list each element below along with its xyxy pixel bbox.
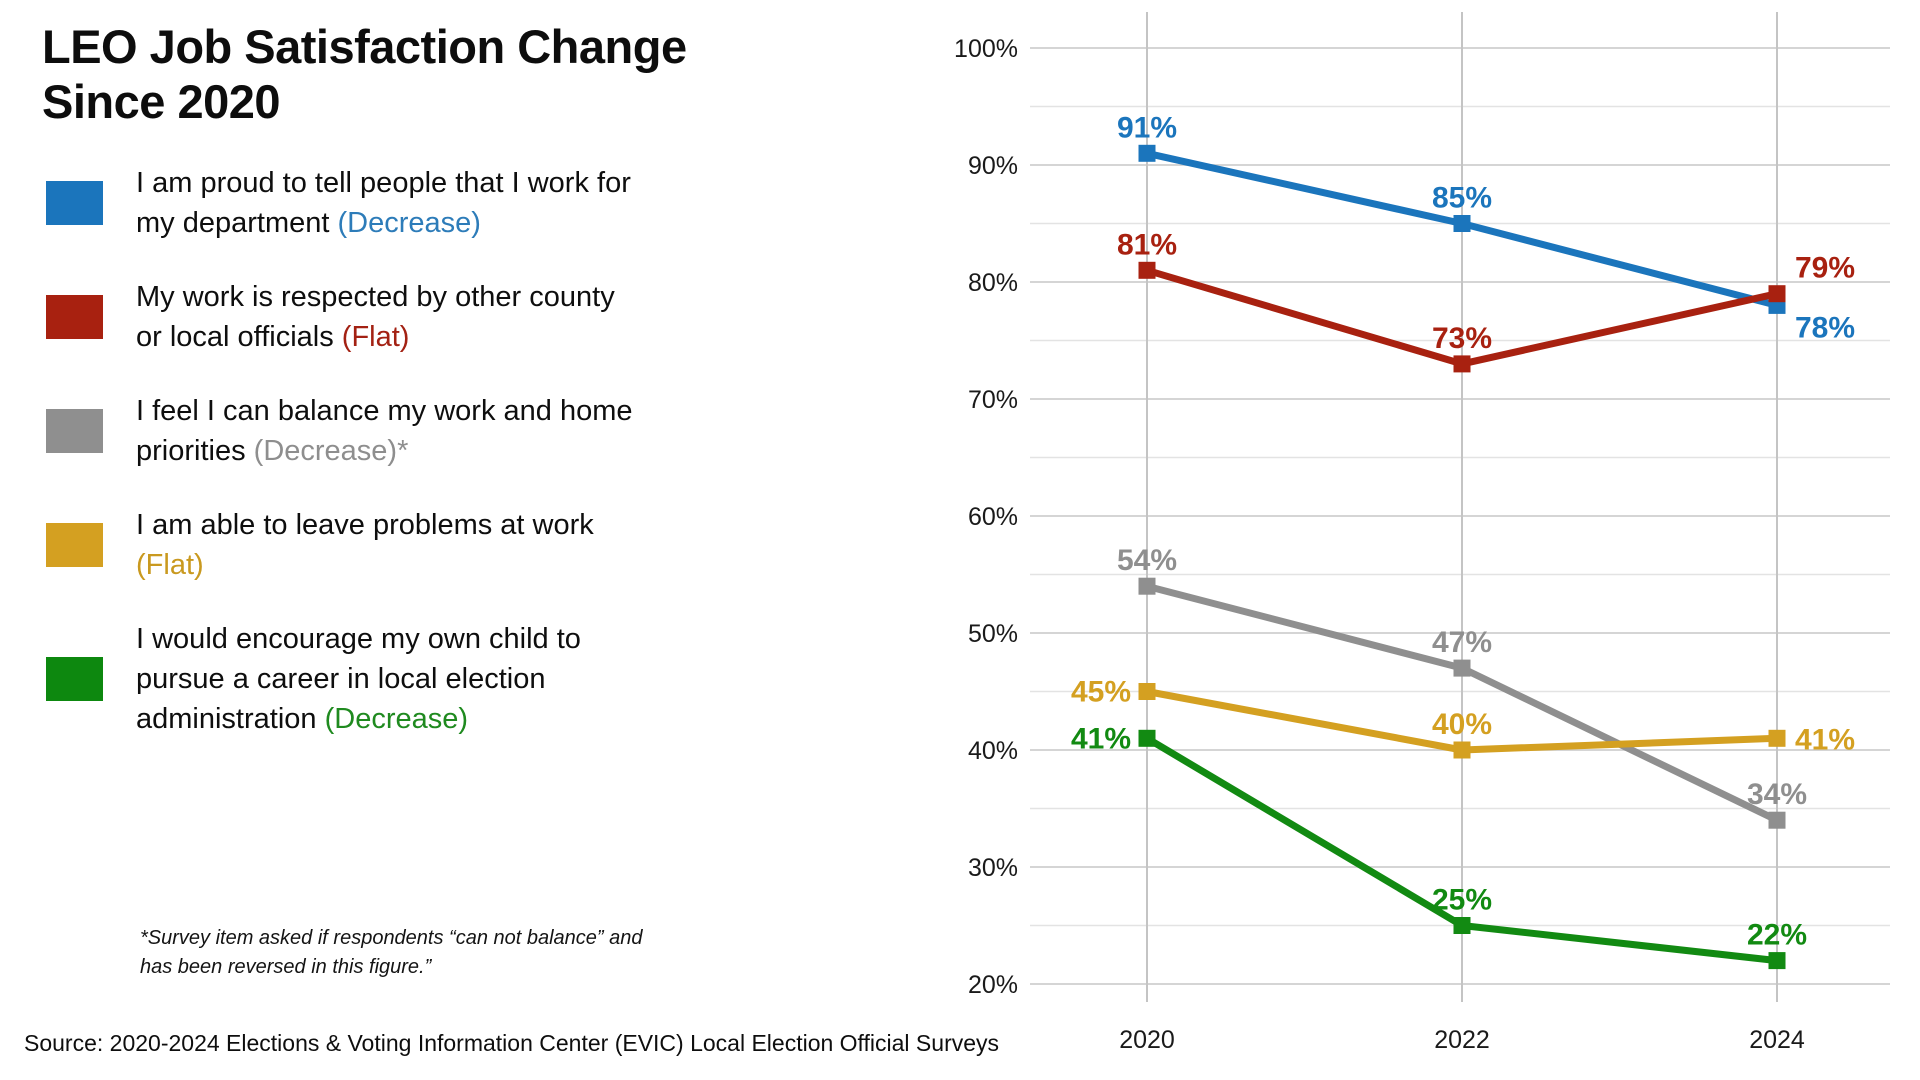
legend-item-0: I am proud to tell people that I work fo… — [46, 163, 736, 243]
y-axis-tick-label: 70% — [968, 386, 1018, 414]
legend-trend-label: (Flat) — [341, 321, 410, 354]
legend-swatch-icon — [46, 657, 103, 702]
y-axis-tick-label: 30% — [968, 854, 1018, 882]
legend-trend-label: (Flat) — [136, 549, 204, 582]
data-point-label: 85% — [1432, 182, 1492, 215]
data-point-label: 34% — [1747, 778, 1807, 811]
data-point-label: 40% — [1432, 708, 1492, 741]
data-point-label: 47% — [1432, 626, 1492, 659]
page-title-line-1: LEO Job Satisfaction Change — [42, 20, 687, 73]
page-title: LEO Job Satisfaction Change Since 2020 — [42, 20, 687, 130]
chart-area: 100% 90% 80% 70% 60% 50% 40% 30% 20% 2020 2022 2024… — [850, 0, 1920, 1080]
y-axis-tick-label: 80% — [968, 269, 1018, 297]
data-point-marker — [1138, 729, 1156, 747]
legend-item-label: I am able to leave problems at work (Flat… — [136, 509, 594, 582]
legend-item-label: My work is respected by other county or l… — [136, 281, 615, 354]
legend-swatch-icon — [46, 409, 103, 454]
data-point-label: 41% — [1795, 723, 1855, 756]
legend-item-label: I feel I can balance my work and home pri… — [136, 395, 633, 468]
data-point-marker — [1453, 355, 1471, 373]
y-axis-tick-label: 40% — [968, 737, 1018, 765]
data-point-marker — [1768, 729, 1786, 747]
legend-swatch-icon — [46, 523, 103, 568]
data-point-marker — [1768, 285, 1786, 303]
data-point-label: 81% — [1117, 228, 1177, 261]
chart-legend: I am proud to tell people that I work fo… — [46, 163, 736, 773]
legend-trend-label: (Decrease) — [337, 207, 481, 240]
x-axis-tick-label: 2020 — [1119, 1026, 1175, 1054]
legend-swatch-icon — [46, 295, 103, 340]
source-text: Source: 2020-2024 Elections & Voting Inf… — [24, 1030, 1000, 1056]
y-axis-tick-label: 90% — [968, 152, 1018, 180]
data-point-label: 22% — [1747, 919, 1807, 952]
legend-item-3: I am able to leave problems at work (Flat… — [46, 505, 736, 585]
y-axis-tick-label: 60% — [968, 503, 1018, 531]
data-point-marker — [1453, 659, 1471, 677]
data-point-marker — [1453, 215, 1471, 232]
footnote: *Survey item asked if respondents “can n… — [140, 927, 643, 978]
y-axis-tick-label: 100% — [954, 35, 1018, 63]
page-title-line-2: Since 2020 — [42, 74, 281, 128]
data-point-label: 54% — [1117, 544, 1177, 577]
legend-trend-label: (Decrease)* — [253, 435, 409, 468]
data-point-marker — [1138, 144, 1156, 162]
x-axis-tick-label: 2022 — [1434, 1026, 1490, 1054]
legend-item-1: My work is respected by other county or l… — [46, 277, 736, 357]
data-point-marker — [1138, 261, 1156, 279]
data-point-label: 78% — [1795, 311, 1855, 344]
satisfaction-line-chart: 100% 90% 80% 70% 60% 50% 40% 30% 20% 2020 2022 2024… — [954, 12, 1890, 1054]
data-point-marker — [1453, 917, 1471, 934]
data-point-marker — [1768, 952, 1786, 970]
legend-item-label: I would encourage my own child to pursue … — [136, 623, 581, 736]
legend-trend-label: (Decrease) — [324, 703, 469, 736]
data-point-label: 79% — [1795, 252, 1855, 285]
x-axis-tick-label: 2024 — [1749, 1026, 1805, 1054]
y-axis-tick-label: 50% — [968, 620, 1018, 648]
legend-item-4: I would encourage my own child to pursue … — [46, 619, 736, 739]
data-point-marker — [1453, 741, 1471, 759]
y-axis-tick-label: 20% — [968, 971, 1018, 999]
legend-item-2: I feel I can balance my work and home pri… — [46, 391, 736, 471]
data-point-marker — [1138, 683, 1156, 700]
data-point-label: 91% — [1117, 111, 1177, 144]
data-point-label: 45% — [1071, 676, 1131, 709]
data-point-marker — [1768, 811, 1786, 829]
data-point-marker — [1138, 577, 1156, 595]
data-point-label: 41% — [1071, 722, 1131, 755]
data-point-label: 73% — [1432, 322, 1492, 355]
data-point-label: 25% — [1432, 884, 1492, 917]
legend-swatch-icon — [46, 181, 103, 226]
legend-item-label: I am proud to tell people that I work fo… — [136, 167, 631, 240]
